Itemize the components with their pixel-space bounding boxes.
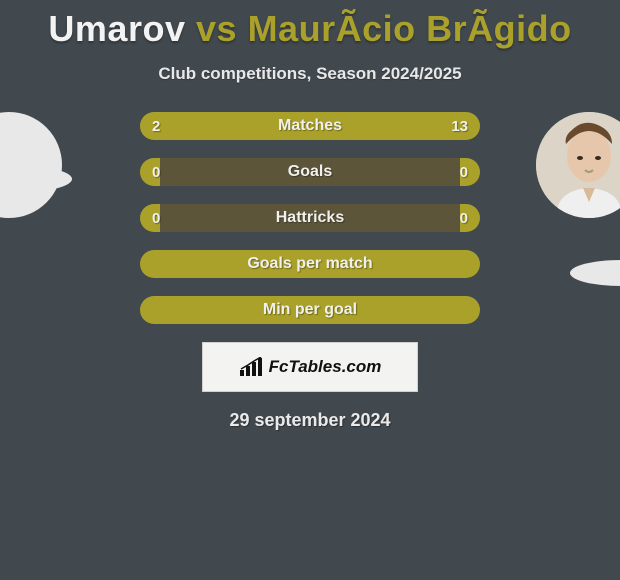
stat-bars: 2 Matches 13 0 Goals 0 0 Hattricks 0 Goa… [140,112,480,324]
stat-label: Matches [140,112,480,140]
avatar-right [536,112,620,218]
stat-row-min-per-goal: Min per goal [140,296,480,324]
stat-right-value: 13 [451,112,468,140]
stat-label: Hattricks [140,204,480,232]
page-title: Umarov vs MaurÃ­cio BrÃ­gido [0,0,620,50]
stat-right-value: 0 [460,204,468,232]
stat-row-hattricks: 0 Hattricks 0 [140,204,480,232]
stat-label: Min per goal [140,296,480,324]
title-right: MaurÃ­cio BrÃ­gido [248,8,572,49]
subtitle: Club competitions, Season 2024/2025 [0,64,620,84]
stat-label: Goals per match [140,250,480,278]
date-text: 29 september 2024 [0,410,620,431]
barchart-icon [239,357,263,377]
flag-right [570,260,620,286]
title-vs: vs [196,8,237,49]
logo-box: FcTables.com [202,342,418,392]
stat-row-goals: 0 Goals 0 [140,158,480,186]
stat-right-value: 0 [460,158,468,186]
avatar-right-portrait [536,112,620,218]
avatar-left [0,112,62,218]
stat-row-goals-per-match: Goals per match [140,250,480,278]
comparison-stage: 2 Matches 13 0 Goals 0 0 Hattricks 0 Goa… [0,112,620,431]
stat-label: Goals [140,158,480,186]
stat-row-matches: 2 Matches 13 [140,112,480,140]
title-left: Umarov [48,8,185,49]
logo-text: FcTables.com [269,357,382,377]
